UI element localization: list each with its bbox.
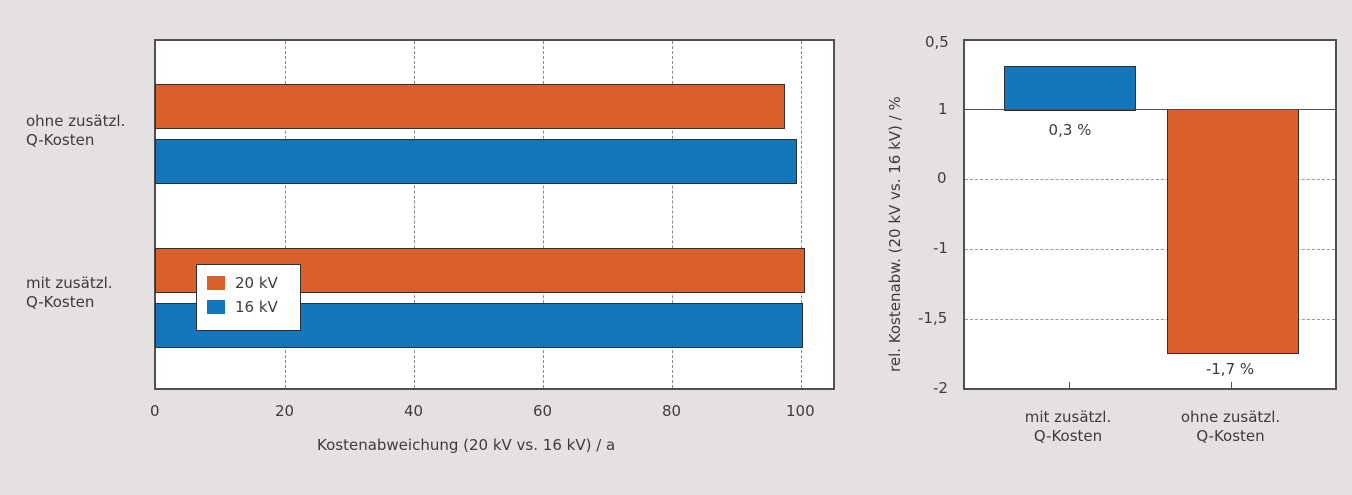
gridline-80 — [672, 41, 673, 388]
bar-ohne-20kv — [155, 84, 785, 129]
xtick-mark-mit — [1069, 382, 1070, 388]
bar-ohne-q-kosten — [1167, 109, 1299, 354]
xtick-80: 80 — [662, 402, 682, 420]
ytick-0: 0 — [937, 169, 947, 187]
ytick-0-5: 0,5 — [925, 33, 949, 51]
gridline-60 — [543, 41, 544, 388]
legend: 20 kV 16 kV — [196, 264, 301, 331]
left-x-axis-title: Kostenabweichung (20 kV vs. 16 kV) / a — [317, 436, 616, 454]
category-line1: ohne zusätzl. — [26, 112, 126, 130]
ytick-1: 1 — [938, 100, 948, 118]
legend-item-20kv: 20 kV — [207, 271, 290, 295]
value-label-ohne: -1,7 % — [1205, 360, 1255, 378]
category-line2: Q-Kosten — [26, 293, 95, 311]
category-line1: ohne zusätzl. — [1180, 408, 1281, 426]
gridline-minus-1-5 — [965, 319, 1335, 320]
baseline — [965, 109, 1335, 110]
legend-label-16kv: 16 kV — [235, 298, 278, 316]
xtick-100: 100 — [786, 402, 815, 420]
xtick-40: 40 — [404, 402, 424, 420]
legend-label-20kv: 20 kV — [235, 274, 278, 292]
xtick-20: 20 — [275, 402, 295, 420]
xtick-0: 0 — [150, 402, 160, 420]
bar-ohne-16kv — [155, 139, 797, 184]
legend-swatch-16kv — [207, 300, 225, 314]
ytick-minus-1-5: -1,5 — [918, 309, 948, 327]
xtick-60: 60 — [533, 402, 553, 420]
gridline-minus-1 — [965, 249, 1335, 250]
xtick-mark-ohne — [1231, 382, 1232, 388]
right-y-axis-title: rel. Kostenabw. (20 kV vs. 16 kV) / % — [886, 96, 904, 372]
ytick-minus-1: -1 — [933, 239, 948, 257]
left-category-mit: mit zusätzl. Q-Kosten — [26, 274, 113, 312]
right-category-ohne: ohne zusätzl. Q-Kosten — [1163, 408, 1298, 446]
bar-mit-q-kosten — [1004, 66, 1136, 111]
category-line2: Q-Kosten — [1033, 427, 1103, 445]
category-line2: Q-Kosten — [26, 131, 95, 149]
left-plot-area — [154, 39, 835, 390]
value-label-mit: 0,3 % — [1048, 121, 1092, 139]
gridline-20 — [285, 41, 286, 388]
gridline-100 — [801, 41, 802, 388]
gridline-40 — [414, 41, 415, 388]
left-category-ohne: ohne zusätzl. Q-Kosten — [26, 112, 125, 150]
right-plot-area: 0,3 % -1,7 % — [963, 39, 1337, 390]
legend-swatch-20kv — [207, 276, 225, 290]
ytick-minus-2: -2 — [933, 379, 948, 397]
category-line1: mit zusätzl. — [26, 274, 113, 292]
category-line1: mit zusätzl. — [1024, 408, 1112, 426]
gridline-0 — [965, 179, 1335, 180]
legend-item-16kv: 16 kV — [207, 295, 290, 319]
right-category-mit: mit zusätzl. Q-Kosten — [1008, 408, 1128, 446]
category-line2: Q-Kosten — [1196, 427, 1265, 445]
